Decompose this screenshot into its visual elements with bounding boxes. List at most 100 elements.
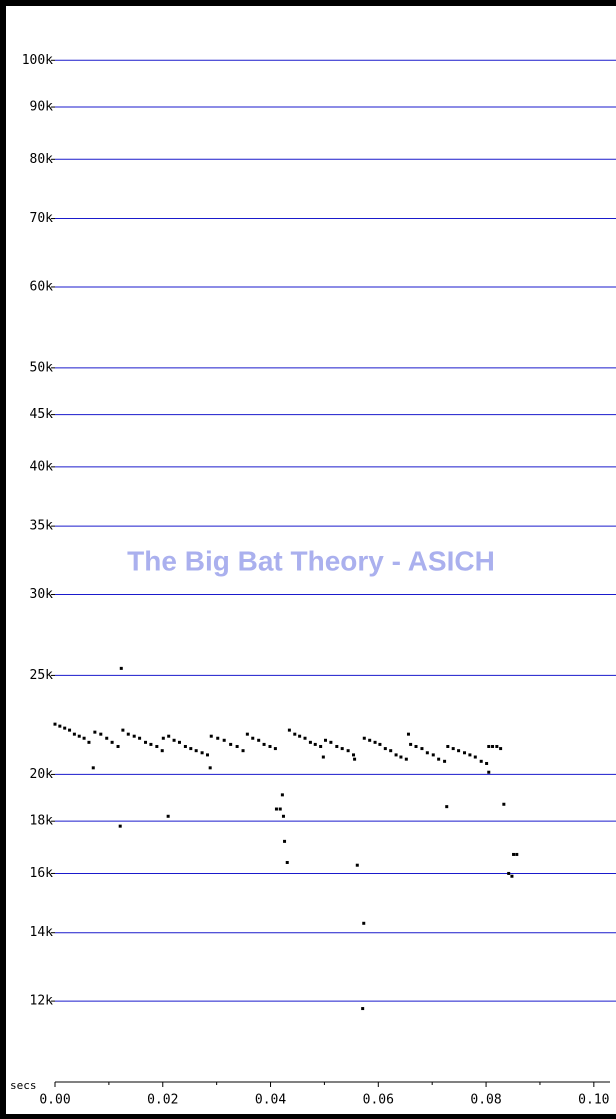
data-point <box>285 860 289 864</box>
x-tick-label: 0.04 <box>255 1093 286 1108</box>
data-point <box>119 666 123 670</box>
y-tick-label: 50k <box>30 360 54 375</box>
data-point <box>110 740 114 744</box>
data-point <box>510 874 514 878</box>
data-point <box>200 751 204 755</box>
data-point <box>144 740 148 744</box>
data-point <box>443 759 447 763</box>
data-point <box>353 757 357 761</box>
data-point <box>205 753 209 757</box>
data-point <box>63 726 67 730</box>
data-point <box>340 747 344 751</box>
data-point <box>303 736 307 740</box>
data-point <box>280 793 284 797</box>
data-point <box>155 744 159 748</box>
x-tick-label: 0.06 <box>363 1093 394 1108</box>
data-point <box>166 814 170 818</box>
data-point <box>335 744 339 748</box>
data-point <box>352 753 356 757</box>
data-point <box>241 749 245 753</box>
data-point <box>404 757 408 761</box>
data-point <box>132 734 136 738</box>
data-point <box>273 747 277 751</box>
data-point <box>287 728 291 732</box>
data-point <box>229 742 233 746</box>
data-point <box>414 744 418 748</box>
data-point <box>491 744 495 748</box>
data-point <box>308 740 312 744</box>
y-tick-label: 80k <box>30 152 54 167</box>
data-point <box>512 852 516 856</box>
data-point <box>161 736 165 740</box>
data-point <box>116 744 120 748</box>
data-point <box>499 747 503 751</box>
data-point <box>362 921 366 925</box>
data-point <box>431 753 435 757</box>
x-tick-label: 0.00 <box>39 1093 70 1108</box>
data-point <box>208 766 212 770</box>
data-point <box>177 740 181 744</box>
data-point <box>446 744 450 748</box>
y-tick-label: 18k <box>30 814 54 829</box>
data-point <box>319 744 323 748</box>
data-point <box>457 749 461 753</box>
data-point <box>209 734 213 738</box>
data-point <box>138 736 142 740</box>
data-point <box>53 722 57 726</box>
data-point <box>257 738 261 742</box>
y-tick-label: 40k <box>30 459 54 474</box>
data-point <box>420 747 424 751</box>
data-point <box>479 759 483 763</box>
data-point <box>355 863 359 867</box>
y-tick-label: 100k <box>22 53 53 68</box>
data-point <box>485 761 489 765</box>
data-point <box>293 732 297 736</box>
data-point <box>487 770 491 774</box>
data-point <box>445 805 449 809</box>
data-point <box>373 740 377 744</box>
data-point <box>473 755 477 759</box>
data-point <box>274 807 278 811</box>
data-point <box>437 757 441 761</box>
y-tick-label: 12k <box>30 994 54 1009</box>
x-axis-label: secs <box>10 1079 37 1092</box>
data-point <box>495 744 499 748</box>
data-point <box>394 753 398 757</box>
data-point <box>507 871 511 875</box>
data-point <box>167 734 171 738</box>
x-tick-label: 0.10 <box>578 1093 609 1108</box>
data-point <box>502 802 506 806</box>
y-tick-label: 20k <box>30 767 54 782</box>
data-point <box>425 751 429 755</box>
y-tick-label: 70k <box>30 211 54 226</box>
data-point <box>82 736 86 740</box>
y-tick-label: 90k <box>30 100 54 115</box>
y-tick-label: 35k <box>30 519 54 534</box>
y-tick-label: 16k <box>30 866 54 881</box>
data-point <box>361 1007 365 1011</box>
data-point <box>172 738 176 742</box>
data-point <box>118 824 122 828</box>
data-point <box>378 742 382 746</box>
data-point <box>298 734 302 738</box>
data-point <box>149 742 153 746</box>
data-point <box>368 738 372 742</box>
data-point <box>383 747 387 751</box>
data-point <box>235 744 239 748</box>
watermark: The Big Bat Theory - ASICH <box>127 545 495 576</box>
data-point <box>268 744 272 748</box>
data-point <box>68 728 72 732</box>
data-point <box>409 742 413 746</box>
data-point <box>321 755 325 759</box>
y-tick-label: 25k <box>30 668 54 683</box>
y-tick-label: 60k <box>30 279 54 294</box>
data-point <box>262 742 266 746</box>
data-point <box>468 753 472 757</box>
data-point <box>72 732 76 736</box>
data-point <box>77 734 81 738</box>
data-point <box>451 747 455 751</box>
data-point <box>278 807 282 811</box>
data-point <box>283 839 287 843</box>
